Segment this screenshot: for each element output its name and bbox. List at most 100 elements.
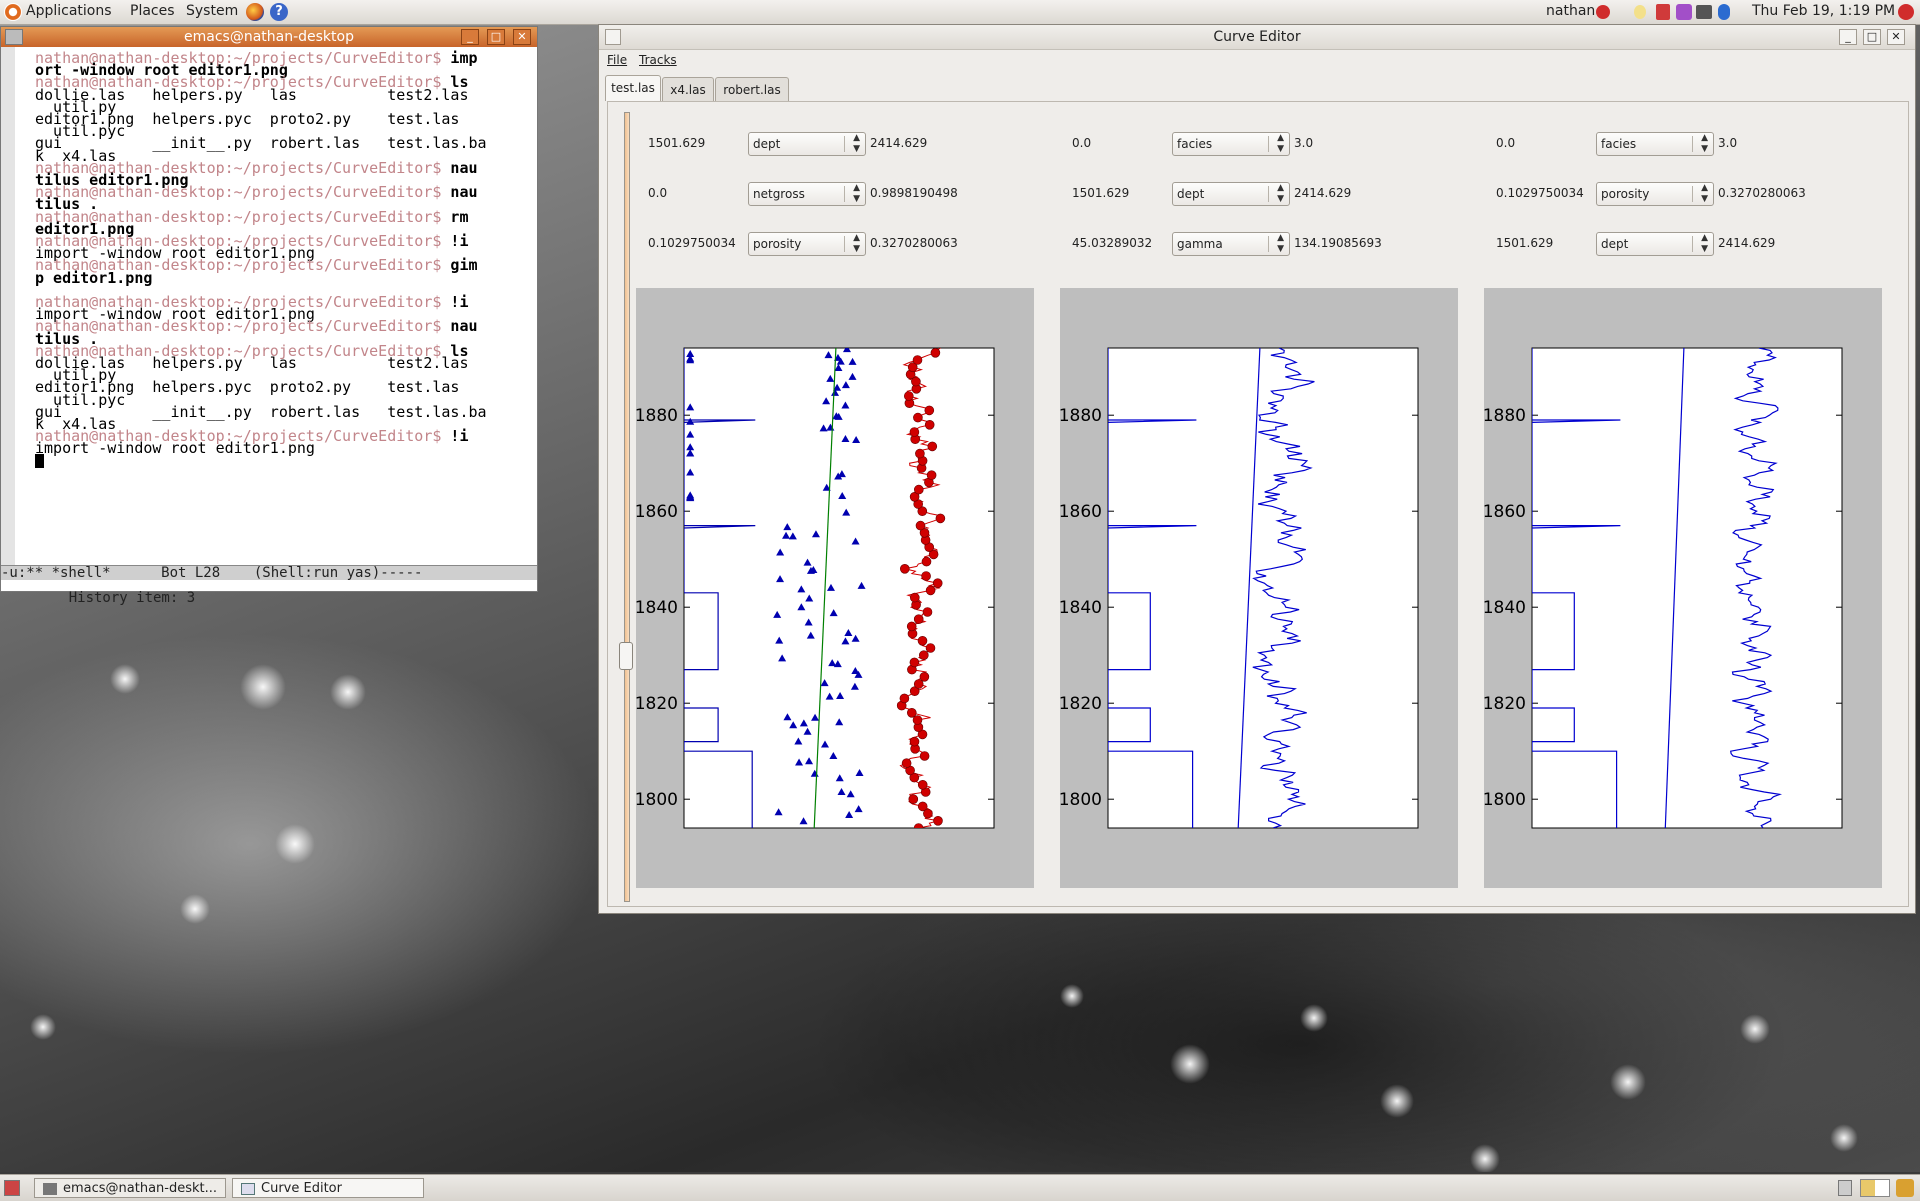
shell-line: nathan@nathan-desktop:~/projects/CurveEd… [35,234,468,249]
tab-test-las[interactable]: test.las [605,75,661,101]
shell-line: dollie.las helpers.py las test2.las [35,87,468,103]
close-button[interactable]: ✕ [1887,29,1905,45]
updown-arrows-icon: ▲ ▼ [1701,183,1708,204]
minibuffer[interactable]: History item: 3 [1,580,537,605]
triangle-marker [686,417,695,425]
menu-places[interactable]: Places [130,3,175,19]
circle-marker [917,779,928,790]
curve-select[interactable]: dept ▲ ▼ [748,132,866,156]
shell-output: dollie.las helpers.py las test2.las [35,354,469,372]
circle-marker [919,671,930,682]
menu-system[interactable]: System [186,3,239,19]
taskbar-item-curve-editor[interactable]: Curve Editor [232,1178,424,1198]
shell-line: nathan@nathan-desktop:~/projects/CurveEd… [35,343,468,359]
triangle-marker [845,810,854,818]
circle-marker [923,808,933,819]
minimize-button[interactable]: _ [461,29,479,45]
maximize-button[interactable]: □ [487,29,505,45]
shell-output: gui __init__.py robert.las test.las.ba [35,402,487,421]
triangle-marker [854,805,863,813]
circle-marker [932,578,943,589]
updown-arrows-icon: ▲ ▼ [853,233,860,254]
curve-select[interactable]: facies ▲ ▼ [1172,132,1290,156]
curve-select[interactable]: dept ▲ ▼ [1172,182,1290,206]
curve-select[interactable]: dept ▲ ▼ [1596,232,1714,256]
circle-marker [909,592,920,603]
menu-file[interactable]: File [607,53,628,67]
window-menu-icon[interactable] [5,29,23,45]
shell-line: k x4.las [35,148,116,164]
bokeh-light [180,894,210,924]
circle-marker [913,823,924,828]
curve-select[interactable]: gamma ▲ ▼ [1172,232,1290,256]
ubuntu-logo-icon[interactable] [4,3,22,21]
triangle-marker [836,357,845,365]
shell-line: dollie.las helpers.py las test2.las [35,356,468,371]
network-icon[interactable] [1696,5,1712,19]
bokeh-light [1610,1064,1646,1100]
show-desktop-icon[interactable] [4,1180,20,1196]
curve-select[interactable]: netgross ▲ ▼ [748,182,866,206]
triangle-marker [850,682,859,690]
maximize-button[interactable]: □ [1863,29,1881,45]
circle-marker [909,492,920,502]
shell-output: editor1.png [35,219,135,238]
emacs-titlebar[interactable]: emacs@nathan-desktop [1,27,537,47]
shell-line: import -window root editor1.png [35,246,315,261]
workspace-switcher[interactable] [1860,1179,1890,1197]
track-plot-1[interactable]: 1800 1820 1840 1860 1880 [636,288,1034,888]
triangle-marker [829,751,838,759]
triangle-marker [776,575,785,583]
user-name[interactable]: nathan [1546,3,1596,19]
y-tick-label: 1820 [636,694,678,714]
clock[interactable]: Thu Feb 19, 1:19 PM [1752,3,1896,19]
power-icon[interactable] [1898,4,1914,20]
top-panel: Applications Places System ? nathan Thu … [0,0,1920,25]
track-plot-2[interactable]: 1800 1820 1840 1860 1880 [1060,288,1458,888]
menu-tracks[interactable]: Tracks [639,53,677,67]
circle-marker [913,679,924,689]
tab-x4-las[interactable]: x4.las [662,77,714,101]
lightbulb-icon[interactable] [1634,5,1646,19]
clipboard-icon[interactable] [1838,1180,1852,1196]
circle-marker [925,643,936,653]
shell-line: gui __init__.py robert.las test.las.ba [35,136,487,151]
bluetooth-icon[interactable] [1718,4,1730,20]
minimize-button[interactable]: _ [1839,29,1857,45]
triangle-marker [848,372,857,380]
taskbar-item-emacs[interactable]: emacs@nathan-deskt... [34,1178,226,1198]
tab-robert-las[interactable]: robert.las [715,77,789,101]
depth-slider-track[interactable] [624,112,630,902]
menu-applications[interactable]: Applications [26,3,112,19]
window-menu-icon[interactable] [605,29,621,45]
firefox-icon[interactable] [246,3,264,21]
trash-icon[interactable] [1896,1179,1914,1197]
porosity-series [1730,348,1783,828]
close-button[interactable]: ✕ [513,29,531,45]
settings-icon[interactable] [1676,4,1692,20]
update-icon[interactable] [1656,4,1670,20]
shell-output: ort -window root editor1.png [35,61,288,80]
scrollbar[interactable] [1,47,15,565]
bokeh-light [1060,984,1084,1008]
shell-line: nathan@nathan-desktop:~/projects/CurveEd… [35,185,478,200]
shell-buffer[interactable]: nathan@nathan-desktop:~/projects/CurveEd… [1,47,537,565]
bottom-panel: emacs@nathan-deskt... Curve Editor [0,1174,1920,1201]
track-plot-3[interactable]: 1800 1820 1840 1860 1880 [1484,288,1882,888]
triangle-marker [836,692,845,700]
curve-select[interactable]: facies ▲ ▼ [1596,132,1714,156]
bokeh-light [30,1014,56,1040]
curve-select[interactable]: porosity ▲ ▼ [1596,182,1714,206]
shell-line: nathan@nathan-desktop:~/projects/CurveEd… [35,209,468,225]
shell-output: tilus editor1.png [35,171,189,189]
bokeh-light [1300,1004,1328,1032]
depth-slider-handle[interactable] [619,642,633,670]
help-icon[interactable]: ? [270,3,288,21]
curve-select[interactable]: porosity ▲ ▼ [748,232,866,256]
user-status-icon[interactable] [1596,5,1610,19]
shell-command: gim [441,256,478,275]
circle-marker [913,614,924,625]
triangle-marker [686,492,695,500]
depth-series [1664,348,1685,828]
curve-editor-titlebar[interactable]: Curve Editor [599,25,1915,50]
